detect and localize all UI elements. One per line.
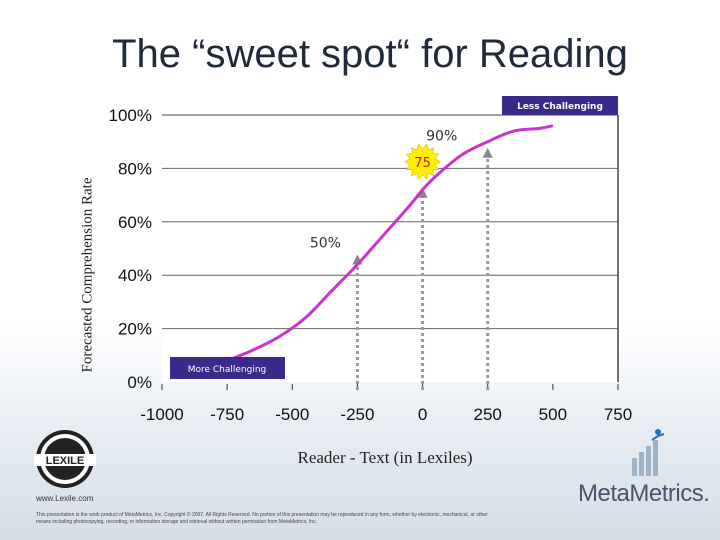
- y-tick-label: 0%: [127, 373, 152, 392]
- y-tick-label: 100%: [109, 106, 152, 125]
- x-axis-label: Reader - Text (in Lexiles): [297, 448, 473, 467]
- more-challenging-label: More Challenging: [188, 365, 267, 375]
- x-tick-label: -250: [340, 405, 374, 424]
- series-line: [226, 124, 554, 363]
- marker-label: 75: [414, 156, 431, 171]
- x-tick-label: 0: [418, 405, 427, 424]
- x-tick-label: -750: [210, 405, 244, 424]
- lexile-logo-icon: LEXILE: [34, 430, 96, 488]
- y-tick-label: 60%: [118, 213, 152, 232]
- starburst-icon: [404, 143, 442, 180]
- y-tick-label: 80%: [118, 159, 152, 178]
- marker-arrow: [417, 187, 428, 198]
- slide-title: The “sweet spot“ for Reading: [112, 32, 628, 76]
- x-tick-label: 750: [604, 405, 632, 424]
- lexile-url: www.Lexile.com: [36, 494, 94, 503]
- marker-arrow: [482, 147, 493, 158]
- more-challenging-box: [170, 357, 285, 379]
- less-challenging-box: [502, 96, 618, 115]
- copyright-notice: This presentation is the work product of…: [36, 512, 488, 525]
- x-tick-label: 250: [474, 405, 502, 424]
- lexile-logo-text: LEXILE: [46, 455, 85, 467]
- x-tick-label: -1000: [140, 405, 183, 424]
- y-tick-label: 20%: [118, 320, 152, 339]
- y-axis-label: Forecasted Comprehension Rate: [79, 177, 96, 373]
- marker-label: 50%: [310, 236, 341, 252]
- y-tick-label: 40%: [118, 266, 152, 285]
- less-challenging-label: Less Challenging: [517, 102, 603, 112]
- metametrics-logo: MetaMetrics.: [578, 480, 710, 507]
- x-tick-label: 500: [539, 405, 567, 424]
- metametrics-bars-icon: [632, 429, 665, 476]
- plot-area: [162, 115, 618, 382]
- x-tick-label: -500: [275, 405, 309, 424]
- marker-label: 90%: [426, 129, 457, 145]
